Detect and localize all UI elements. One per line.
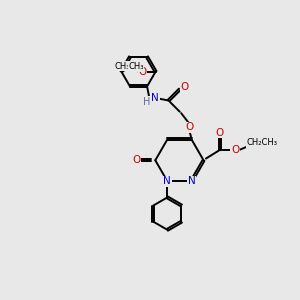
Text: CH₂CH₃: CH₂CH₃ xyxy=(246,138,278,147)
Text: H: H xyxy=(143,97,150,107)
Text: CH₃: CH₃ xyxy=(115,62,130,71)
Text: O: O xyxy=(231,145,239,155)
Text: N: N xyxy=(188,176,195,186)
Text: O: O xyxy=(185,122,193,132)
Text: O: O xyxy=(181,82,189,92)
Text: O: O xyxy=(216,128,224,138)
Text: N: N xyxy=(152,93,159,103)
Text: O: O xyxy=(132,155,140,165)
Text: O: O xyxy=(139,67,147,77)
Text: CH₃: CH₃ xyxy=(128,62,144,71)
Text: N: N xyxy=(164,176,171,186)
